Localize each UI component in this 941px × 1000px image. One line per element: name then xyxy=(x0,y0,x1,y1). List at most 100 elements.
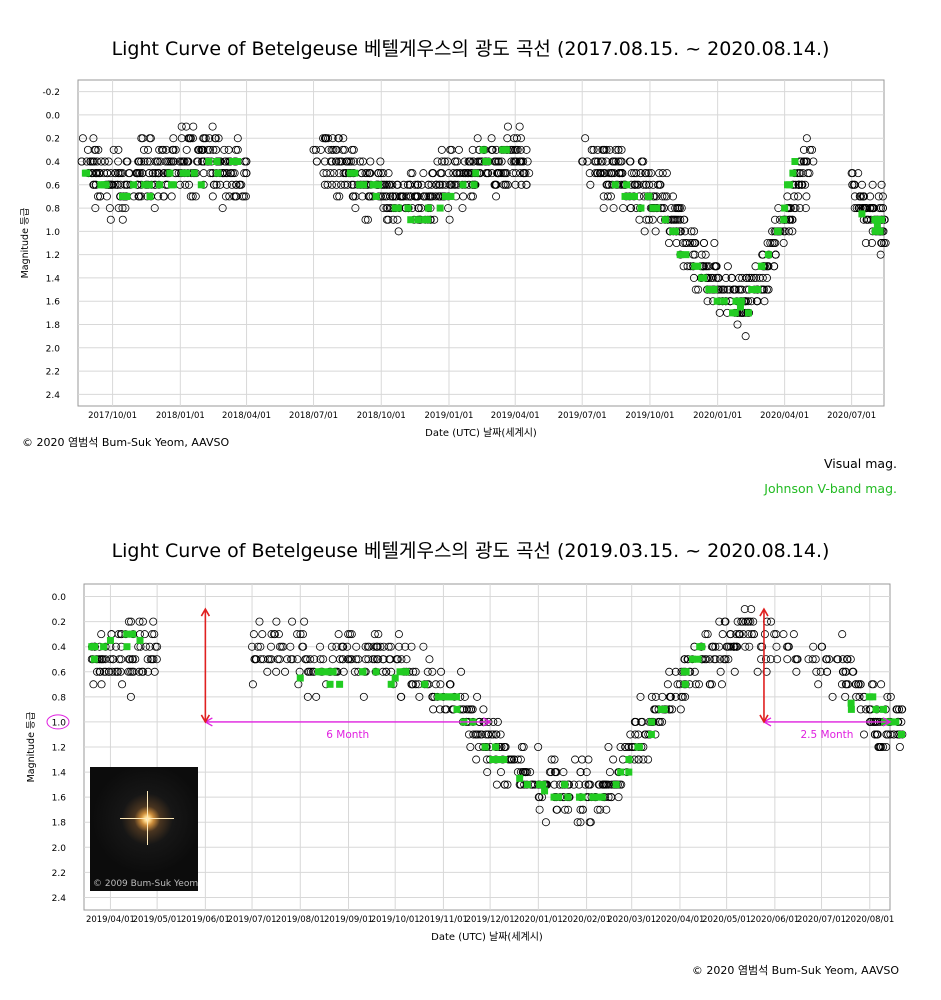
visual-point xyxy=(707,273,716,282)
johnson-point xyxy=(414,216,422,224)
visual-point xyxy=(473,134,482,143)
visual-point xyxy=(534,793,543,802)
visual-point xyxy=(658,717,667,726)
visual-point xyxy=(805,145,814,154)
visual-point xyxy=(376,642,385,651)
visual-point xyxy=(150,630,159,639)
johnson-point xyxy=(372,192,380,200)
visual-point xyxy=(726,642,735,651)
visual-point xyxy=(559,768,568,777)
visual-point xyxy=(535,805,544,814)
visual-point xyxy=(812,667,821,676)
visual-point xyxy=(854,680,863,689)
visual-point xyxy=(607,793,616,802)
visual-point xyxy=(597,157,606,166)
visual-point xyxy=(108,667,117,676)
visual-point xyxy=(312,157,321,166)
visual-point xyxy=(127,617,136,626)
visual-point xyxy=(507,157,516,166)
visual-point xyxy=(856,680,865,689)
visual-point xyxy=(258,630,267,639)
visual-point xyxy=(402,192,411,201)
red-arrow-head-top xyxy=(759,607,769,617)
visual-point xyxy=(519,169,528,178)
visual-point xyxy=(879,743,888,752)
visual-point xyxy=(626,157,635,166)
visual-point xyxy=(855,192,864,201)
johnson-point xyxy=(781,204,789,212)
visual-point xyxy=(762,655,771,664)
visual-point xyxy=(516,169,525,178)
visual-point xyxy=(690,227,699,236)
visual-point xyxy=(576,805,585,814)
visual-point xyxy=(648,215,657,224)
visual-point xyxy=(519,743,528,752)
visual-point xyxy=(647,692,656,701)
visual-point xyxy=(95,667,104,676)
visual-point xyxy=(123,157,132,166)
johnson-point xyxy=(326,680,334,688)
visual-point xyxy=(419,642,428,651)
visual-point xyxy=(178,157,187,166)
visual-point xyxy=(143,655,152,664)
visual-point xyxy=(502,169,511,178)
visual-point xyxy=(316,642,325,651)
visual-point xyxy=(723,262,732,271)
visual-point xyxy=(300,617,309,626)
visual-point xyxy=(710,262,719,271)
visual-point xyxy=(411,680,420,689)
visual-point xyxy=(859,192,868,201)
visual-point xyxy=(306,667,315,676)
visual-point xyxy=(729,642,738,651)
visual-point xyxy=(665,667,674,676)
visual-point xyxy=(503,134,512,143)
visual-point xyxy=(671,215,680,224)
visual-point xyxy=(468,145,477,154)
visual-point xyxy=(867,238,876,247)
johnson-point xyxy=(780,216,788,224)
visual-point xyxy=(324,134,333,143)
visual-point xyxy=(873,730,882,739)
y-tick-label: 0.8 xyxy=(52,693,67,703)
visual-point xyxy=(184,180,193,189)
johnson-point xyxy=(336,680,344,688)
johnson-point xyxy=(671,227,679,235)
visual-point xyxy=(437,157,446,166)
visual-point xyxy=(146,134,155,143)
visual-point xyxy=(411,180,420,189)
visual-point xyxy=(783,192,792,201)
visual-point xyxy=(152,655,161,664)
visual-point xyxy=(789,630,798,639)
visual-point xyxy=(492,192,501,201)
visual-point xyxy=(694,680,703,689)
visual-point xyxy=(865,204,874,213)
visual-point xyxy=(861,238,870,247)
visual-point xyxy=(737,285,746,294)
visual-point xyxy=(510,755,519,764)
visual-point xyxy=(609,204,618,213)
visual-point xyxy=(809,642,818,651)
magenta-arrow-head-right xyxy=(882,717,892,727)
visual-point xyxy=(665,238,674,247)
visual-point xyxy=(114,157,123,166)
johnson-point xyxy=(617,768,625,776)
visual-point xyxy=(472,755,481,764)
x-tick-label: 2020/07/01 xyxy=(797,915,846,925)
visual-point xyxy=(788,215,797,224)
visual-point xyxy=(361,215,370,224)
visual-point xyxy=(772,642,781,651)
johnson-point xyxy=(625,756,633,764)
visual-point xyxy=(634,755,643,764)
johnson-point xyxy=(407,216,415,224)
visual-point xyxy=(675,204,684,213)
visual-point xyxy=(205,145,214,154)
x-tick-label: 2020/04/01 xyxy=(760,411,809,421)
johnson-point xyxy=(440,693,448,701)
visual-point xyxy=(491,730,500,739)
visual-point xyxy=(772,630,781,639)
visual-point xyxy=(571,755,580,764)
visual-point xyxy=(132,169,141,178)
johnson-point xyxy=(858,210,866,218)
visual-point xyxy=(856,705,865,714)
visual-point xyxy=(585,818,594,827)
